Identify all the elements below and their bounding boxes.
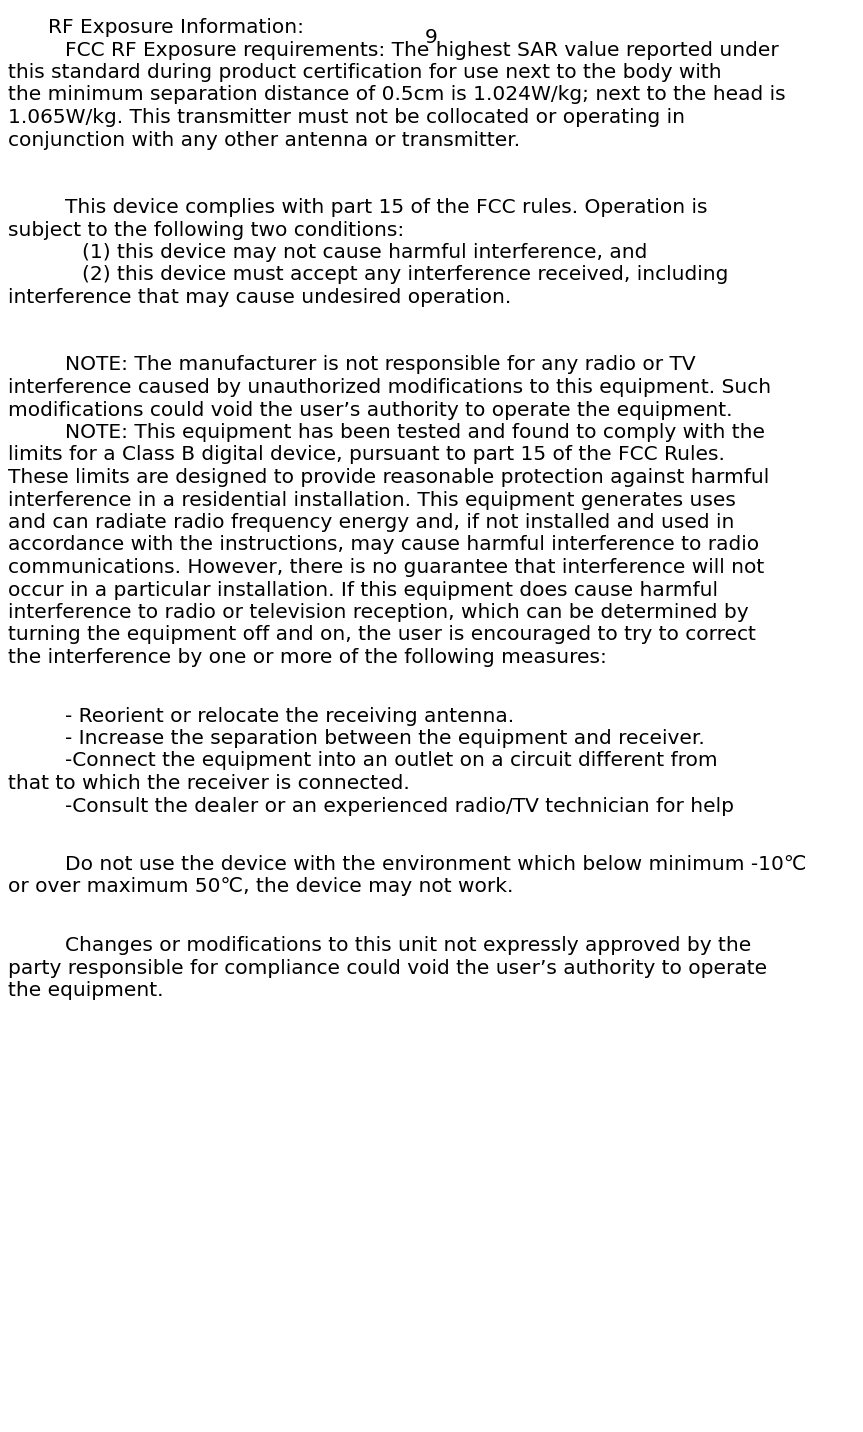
Text: interference caused by unauthorized modifications to this equipment. Such: interference caused by unauthorized modi… xyxy=(8,378,772,397)
Text: and can radiate radio frequency energy and, if not installed and used in: and can radiate radio frequency energy a… xyxy=(8,513,734,533)
Text: modifications could void the user’s authority to operate the equipment.: modifications could void the user’s auth… xyxy=(8,401,733,420)
Text: Do not use the device with the environment which below minimum -10℃: Do not use the device with the environme… xyxy=(65,855,813,874)
Text: interference in a residential installation. This equipment generates uses: interference in a residential installati… xyxy=(8,491,736,510)
Text: turning the equipment off and on, the user is encouraged to try to correct: turning the equipment off and on, the us… xyxy=(8,626,756,644)
Text: or over maximum 50℃, the device may not work.: or over maximum 50℃, the device may not … xyxy=(8,878,513,896)
Text: subject to the following two conditions:: subject to the following two conditions: xyxy=(8,221,404,239)
Text: interference to radio or television reception, which can be determined by: interference to radio or television rece… xyxy=(8,603,748,621)
Text: 1.065W/kg. This transmitter must not be collocated or operating in: 1.065W/kg. This transmitter must not be … xyxy=(8,107,685,127)
Text: interference that may cause undesired operation.: interference that may cause undesired op… xyxy=(8,288,511,306)
Text: conjunction with any other antenna or transmitter.: conjunction with any other antenna or tr… xyxy=(8,130,520,149)
Text: the equipment.: the equipment. xyxy=(8,981,163,1000)
Text: this standard during product certification for use next to the body with: this standard during product certificati… xyxy=(8,63,721,82)
Text: NOTE: The manufacturer is not responsible for any radio or TV: NOTE: The manufacturer is not responsibl… xyxy=(65,355,696,375)
Text: occur in a particular installation. If this equipment does cause harmful: occur in a particular installation. If t… xyxy=(8,580,718,600)
Text: This device complies with part 15 of the FCC rules. Operation is: This device complies with part 15 of the… xyxy=(65,198,708,218)
Text: FCC RF Exposure requirements: The highest SAR value reported under: FCC RF Exposure requirements: The highes… xyxy=(65,40,778,60)
Text: the interference by one or more of the following measures:: the interference by one or more of the f… xyxy=(8,649,607,667)
Text: the minimum separation distance of 0.5cm is 1.024W/kg; next to the head is: the minimum separation distance of 0.5cm… xyxy=(8,86,785,105)
Text: -Consult the dealer or an experienced radio/TV technician for help: -Consult the dealer or an experienced ra… xyxy=(65,796,734,815)
Text: (1) this device may not cause harmful interference, and: (1) this device may not cause harmful in… xyxy=(82,243,647,262)
Text: These limits are designed to provide reasonable protection against harmful: These limits are designed to provide rea… xyxy=(8,468,769,487)
Text: accordance with the instructions, may cause harmful interference to radio: accordance with the instructions, may ca… xyxy=(8,536,759,554)
Text: -Connect the equipment into an outlet on a circuit different from: -Connect the equipment into an outlet on… xyxy=(65,752,718,770)
Text: party responsible for compliance could void the user’s authority to operate: party responsible for compliance could v… xyxy=(8,958,767,978)
Text: - Reorient or relocate the receiving antenna.: - Reorient or relocate the receiving ant… xyxy=(65,706,514,726)
Text: that to which the receiver is connected.: that to which the receiver is connected. xyxy=(8,775,410,793)
Text: Changes or modifications to this unit not expressly approved by the: Changes or modifications to this unit no… xyxy=(65,937,752,955)
Text: 9: 9 xyxy=(425,29,438,47)
Text: RF Exposure Information:: RF Exposure Information: xyxy=(48,19,304,37)
Text: limits for a Class B digital device, pursuant to part 15 of the FCC Rules.: limits for a Class B digital device, pur… xyxy=(8,445,725,464)
Text: NOTE: This equipment has been tested and found to comply with the: NOTE: This equipment has been tested and… xyxy=(65,422,765,442)
Text: communications. However, there is no guarantee that interference will not: communications. However, there is no gua… xyxy=(8,558,765,577)
Text: (2) this device must accept any interference received, including: (2) this device must accept any interfer… xyxy=(82,265,728,285)
Text: - Increase the separation between the equipment and receiver.: - Increase the separation between the eq… xyxy=(65,729,705,748)
